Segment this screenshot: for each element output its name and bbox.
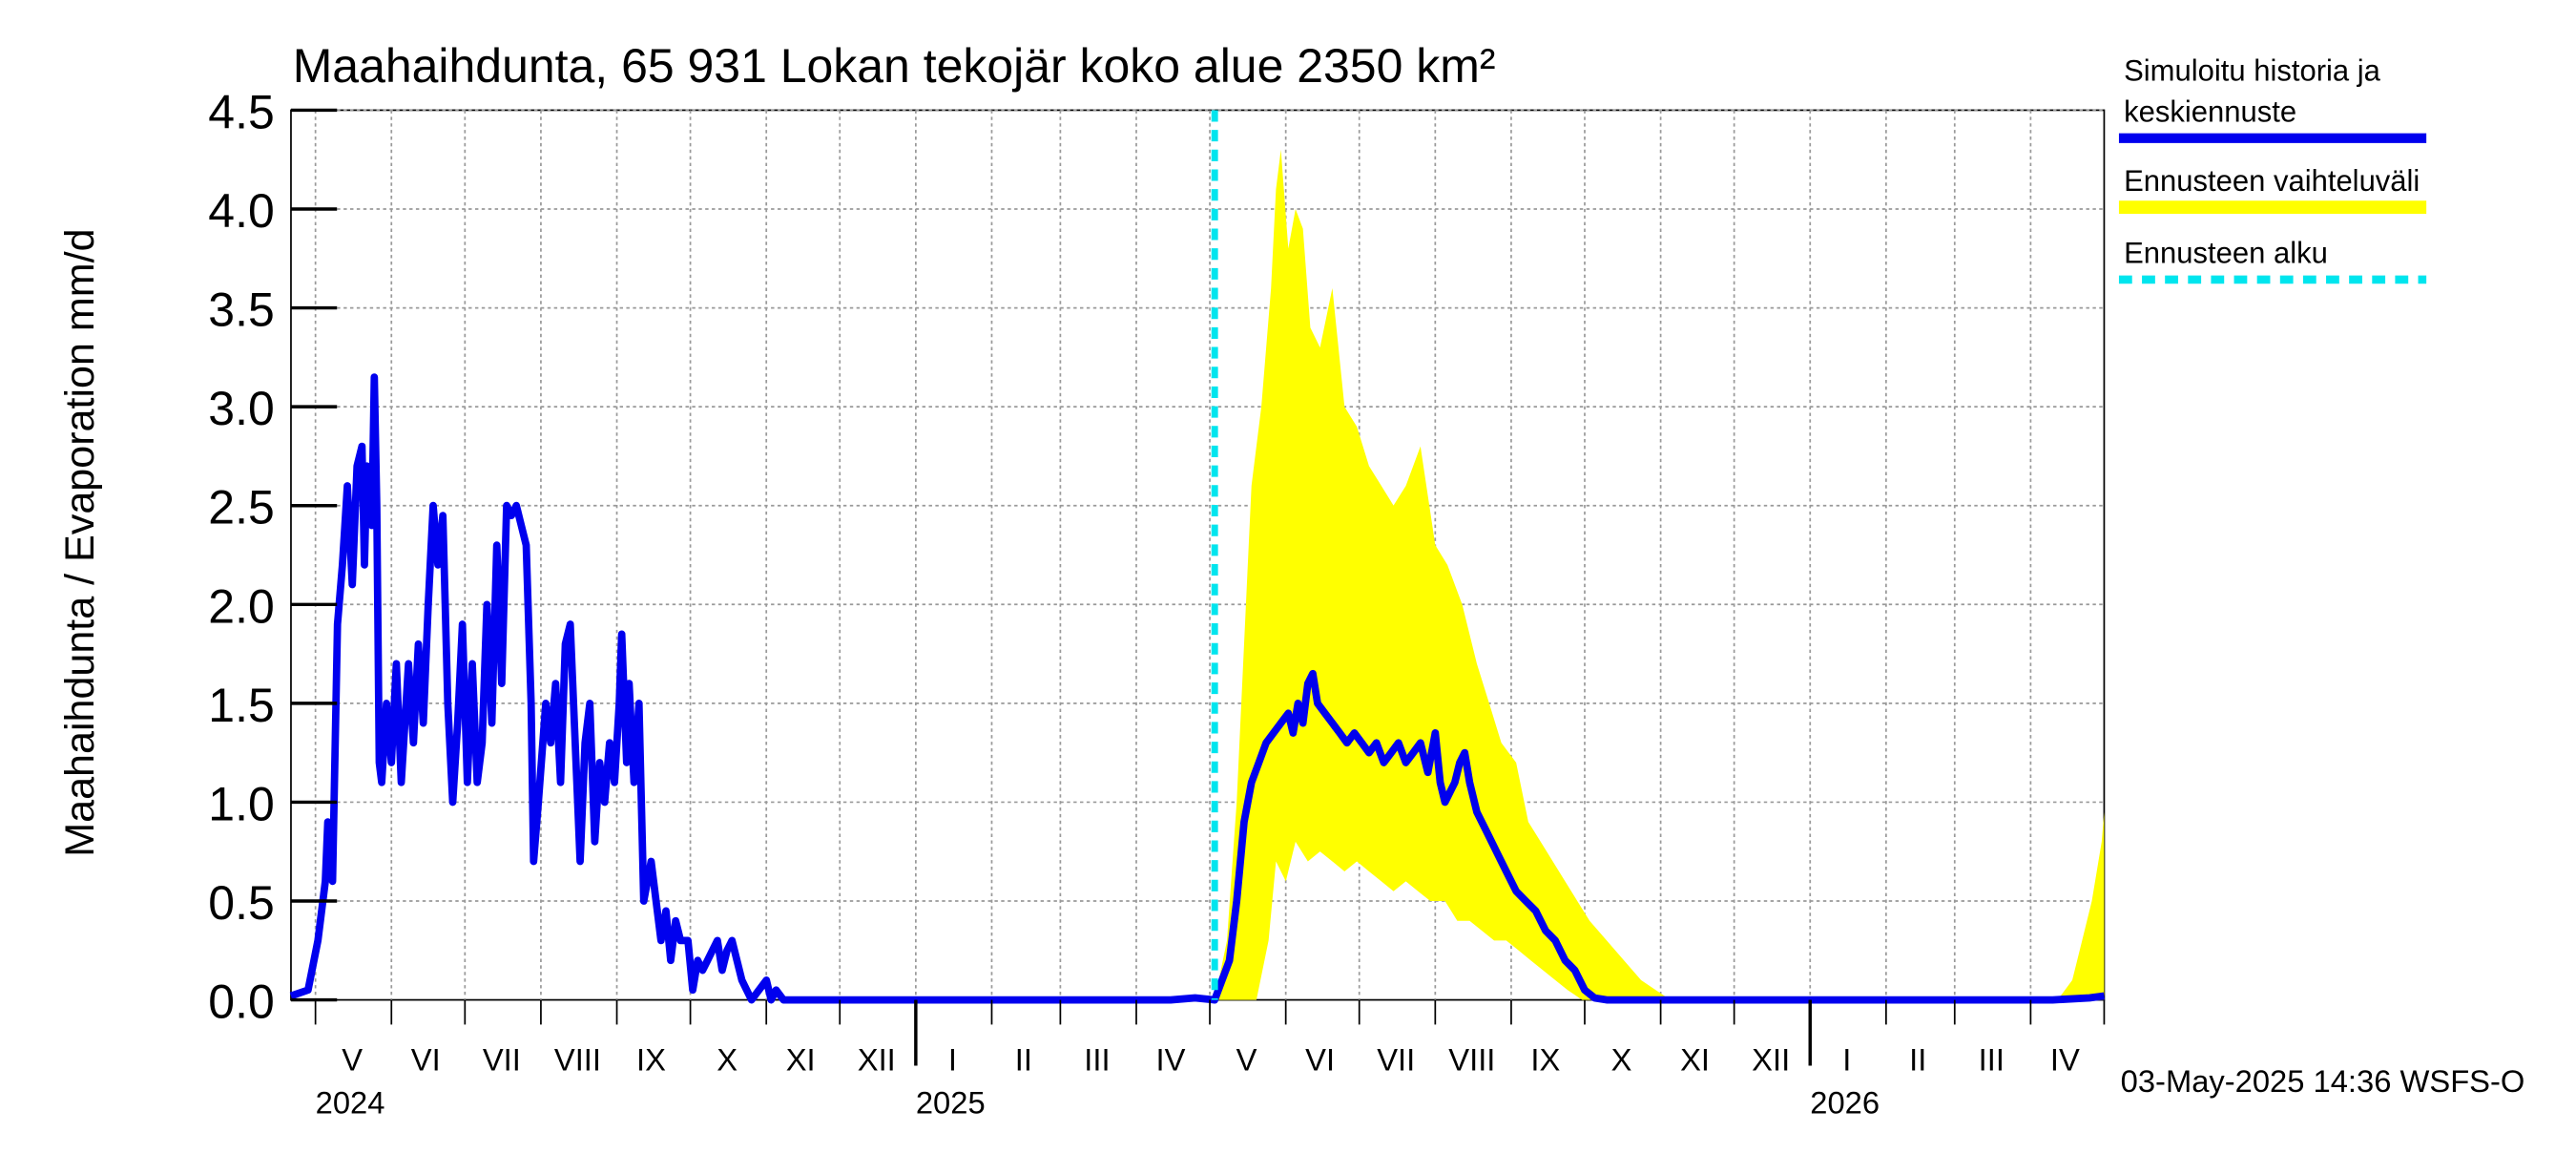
month-label: II [1909, 1042, 1926, 1078]
line-layer [289, 373, 2105, 1004]
month-label: VI [1305, 1042, 1335, 1078]
legend-label-history-2: keskiennuste [2124, 95, 2296, 129]
plot-area [290, 109, 2106, 1001]
y-tick-label: 3.0 [208, 382, 274, 435]
month-label: VII [483, 1042, 521, 1078]
month-label: VIII [554, 1042, 601, 1078]
y-tick-label: 2.0 [208, 579, 274, 633]
month-label: III [1979, 1042, 2005, 1078]
month-label: IV [2050, 1042, 2080, 1078]
legend-label-forecast-start: Ennusteen alku [2124, 237, 2328, 270]
month-label: XI [1680, 1042, 1710, 1078]
legend: Simuloitu historia ja keskiennuste Ennus… [2118, 53, 2427, 284]
y-tick-label: 0.0 [208, 975, 274, 1029]
month-label: VII [1377, 1042, 1415, 1078]
month-label: V [342, 1042, 363, 1078]
month-label: IX [1530, 1042, 1560, 1078]
footer-timestamp: 03-May-2025 14:36 WSFS-O [2121, 1063, 2525, 1099]
month-label: IV [1155, 1042, 1185, 1078]
simulated-history-line [289, 373, 2105, 1004]
y-tick-label: 3.5 [208, 283, 274, 337]
y-tick-label: 1.5 [208, 679, 274, 732]
month-label: IX [636, 1042, 666, 1078]
month-label: III [1084, 1042, 1110, 1078]
year-label: 2024 [316, 1084, 385, 1120]
month-label: XII [858, 1042, 896, 1078]
year-label: 2026 [1810, 1084, 1880, 1120]
month-label: I [948, 1042, 957, 1078]
y-tick-label: 0.5 [208, 876, 274, 930]
month-label: VI [411, 1042, 441, 1078]
band-layer [1215, 149, 2105, 1000]
year-label: 2025 [916, 1084, 986, 1120]
month-label: II [1015, 1042, 1032, 1078]
month-label: XI [786, 1042, 816, 1078]
forecast-range-band [1215, 149, 2105, 1000]
legend-label-range: Ennusteen vaihteluväli [2124, 164, 2420, 198]
month-label: X [1611, 1042, 1632, 1078]
chart-title: Maahaihdunta, 65 931 Lokan tekojär koko … [293, 39, 1496, 93]
month-label: VIII [1448, 1042, 1495, 1078]
axis-layer: 0.00.51.01.52.02.53.03.54.04.5V VI VII VIII… [208, 85, 2106, 1120]
month-label: I [1842, 1042, 1851, 1078]
y-tick-label: 1.0 [208, 777, 274, 830]
y-axis-label: Maahaihdunta / Evaporation mm/d [57, 228, 103, 856]
legend-label-history-1: Simuloitu historia ja [2124, 53, 2381, 87]
y-tick-label: 2.5 [208, 481, 274, 535]
y-tick-label: 4.0 [208, 184, 274, 238]
y-tick-label: 4.5 [208, 85, 274, 138]
month-label: XII [1752, 1042, 1790, 1078]
month-label: V [1236, 1042, 1257, 1078]
grid-layer [290, 109, 2106, 1001]
month-label: X [717, 1042, 737, 1078]
